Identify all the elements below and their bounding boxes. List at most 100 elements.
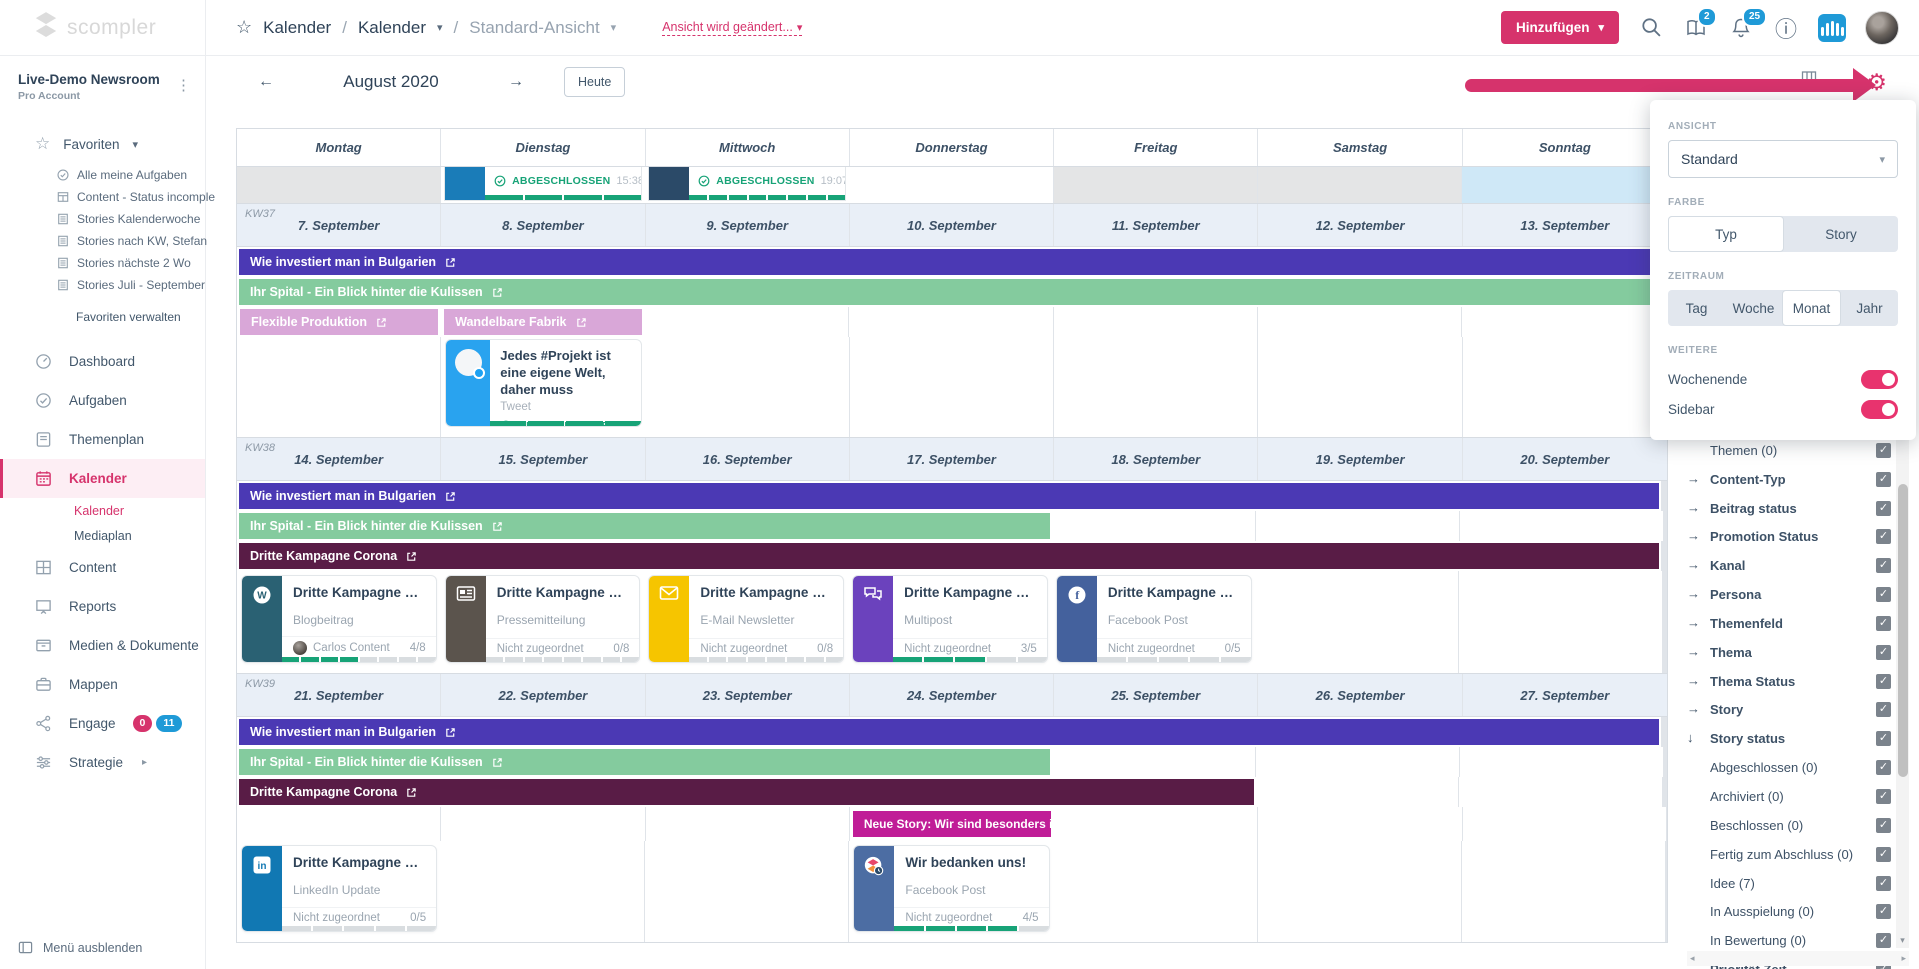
day-cell[interactable] <box>1661 481 1662 511</box>
sidebar-item-reports[interactable]: Reports <box>0 587 205 626</box>
day-cell[interactable] <box>1054 337 1259 437</box>
day-cell[interactable] <box>1665 777 1667 807</box>
filter-item[interactable]: Beschlossen (0) ✓ <box>1687 812 1891 841</box>
breadcrumb-module[interactable]: Kalender <box>263 17 332 37</box>
filter-item[interactable]: In Ausspielung (0) ✓ <box>1687 898 1891 927</box>
ansicht-select[interactable]: Standard ▾ <box>1668 140 1898 178</box>
day-cell[interactable] <box>1463 807 1667 841</box>
day-cell[interactable] <box>1463 337 1667 437</box>
day-cell[interactable] <box>1666 511 1667 541</box>
day-cell[interactable] <box>1258 307 1462 337</box>
wochenende-toggle[interactable] <box>1861 369 1898 389</box>
checkbox-checked[interactable]: ✓ <box>1876 702 1891 718</box>
day-cell[interactable] <box>1663 717 1664 747</box>
sidebar-subitem-mediaplan[interactable]: Mediaplan <box>74 528 132 543</box>
sidebar-item-content[interactable]: Content <box>0 548 205 587</box>
prev-month-button[interactable]: ← <box>258 73 274 90</box>
farbe-option-story[interactable]: Story <box>1825 226 1857 242</box>
day-cell[interactable] <box>1258 807 1463 841</box>
content-card-press[interactable]: Dritte Kampagne Corona Pressemitteilung … <box>444 575 641 663</box>
day-cell[interactable] <box>1460 511 1664 541</box>
scroll-right-arrow[interactable]: ▸ <box>1901 953 1906 963</box>
favorite-star-icon[interactable]: ☆ <box>236 17 253 37</box>
content-card-continuation[interactable]: ABGESCHLOSSEN 19:07 <box>648 167 847 201</box>
day-cell[interactable] <box>1665 841 1667 942</box>
checkbox-checked[interactable]: ✓ <box>1876 788 1891 804</box>
today-cell[interactable] <box>1461 167 1666 203</box>
day-cell[interactable] <box>1665 747 1666 777</box>
date-cell[interactable]: 25. September <box>1054 674 1259 716</box>
zeitraum-option-woche[interactable]: Woche <box>1732 300 1775 316</box>
logo[interactable]: scompler <box>0 0 206 55</box>
favorite-item[interactable]: Stories nächste 2 Wo <box>0 252 205 274</box>
date-cell[interactable]: KW39 21. September <box>237 674 442 716</box>
breadcrumb-view[interactable]: Kalender <box>357 17 426 37</box>
day-cell[interactable] <box>645 307 850 337</box>
day-cell[interactable] <box>1665 481 1666 511</box>
day-cell[interactable] <box>1256 777 1460 807</box>
date-cell[interactable]: 12. September <box>1258 204 1463 246</box>
day-cell[interactable] <box>1666 541 1667 571</box>
expand-arrow-icon[interactable]: → <box>1687 470 1700 486</box>
content-card-blog[interactable]: W Dritte Kampagne Corona Blogbeitrag Car… <box>241 575 437 663</box>
day-cell[interactable] <box>1666 481 1667 511</box>
zeitraum-option-jahr[interactable]: Jahr <box>1856 300 1883 316</box>
tweet-card[interactable]: Jedes #Projekt ist eine eigene Welt, dah… <box>445 339 642 427</box>
day-cell[interactable] <box>849 307 1054 337</box>
day-cell[interactable] <box>646 807 850 841</box>
filter-group[interactable]: → Beitrag status ✓ <box>1687 495 1891 524</box>
expand-arrow-icon[interactable]: → <box>1687 557 1700 573</box>
checkbox-checked[interactable]: ✓ <box>1876 760 1891 776</box>
day-cell[interactable] <box>1664 481 1665 511</box>
filter-item[interactable]: Archiviert (0) ✓ <box>1687 783 1891 812</box>
expand-arrow-icon[interactable]: → <box>1687 586 1700 602</box>
sidebar-item-themenplan[interactable]: Themenplan <box>0 420 205 459</box>
chevron-down-icon[interactable]: ▾ <box>437 22 443 34</box>
date-cell[interactable]: 20. September <box>1520 451 1610 467</box>
filter-item[interactable]: Themen (0) ✓ <box>1687 437 1891 466</box>
day-cell[interactable] <box>1256 511 1461 541</box>
checkbox-checked[interactable]: ✓ <box>1876 644 1891 660</box>
checkbox-checked[interactable]: ✓ <box>1876 442 1891 458</box>
day-cell[interactable] <box>849 167 1054 203</box>
checkbox-checked[interactable]: ✓ <box>1876 875 1891 891</box>
filter-group[interactable]: → Themenfeld ✓ <box>1687 610 1891 639</box>
day-cell[interactable] <box>237 167 442 203</box>
checkbox-checked[interactable]: ✓ <box>1876 529 1891 545</box>
day-cell[interactable] <box>1662 717 1663 747</box>
story-bar-bulgarien[interactable]: Wie investiert man in Bulgarien <box>239 719 1659 745</box>
date-cell[interactable]: 8. September <box>441 204 646 246</box>
favorite-item[interactable]: Stories Juli - September <box>0 274 205 296</box>
sidebar-item-mappen[interactable]: Mappen <box>0 665 205 704</box>
date-cell[interactable]: 16. September <box>646 438 850 480</box>
checkbox-checked[interactable]: ✓ <box>1876 587 1891 603</box>
day-cell[interactable] <box>1054 307 1258 337</box>
date-cell[interactable]: 19. September <box>1258 438 1463 480</box>
day-cell[interactable] <box>1662 777 1664 807</box>
content-card-continuation[interactable]: ABGESCHLOSSEN 15:38 <box>444 167 643 201</box>
day-cell[interactable] <box>1256 747 1461 777</box>
date-cell[interactable]: 26. September <box>1258 674 1463 716</box>
sidebar-item-dashboard[interactable]: Dashboard <box>0 342 205 381</box>
favorite-item[interactable]: Alle meine Aufgaben <box>0 164 205 186</box>
filter-group[interactable]: → Story ✓ <box>1687 696 1891 725</box>
today-button[interactable]: Heute <box>564 67 626 97</box>
day-cell[interactable] <box>1665 541 1666 571</box>
filter-group[interactable]: → Promotion Status ✓ <box>1687 523 1891 552</box>
day-cell[interactable] <box>1052 511 1257 541</box>
zeitraum-option-tag[interactable]: Tag <box>1685 300 1708 316</box>
filter-group[interactable]: → Persona ✓ <box>1687 581 1891 610</box>
vertical-scrollbar[interactable]: ▾ <box>1896 408 1909 948</box>
day-cell[interactable] <box>1663 777 1665 807</box>
checkbox-checked[interactable]: ✓ <box>1876 817 1891 833</box>
date-cell[interactable]: 10. September <box>850 204 1055 246</box>
checkbox-checked[interactable]: ✓ <box>1876 500 1891 516</box>
day-cell[interactable] <box>1666 717 1667 747</box>
day-cell[interactable] <box>1664 541 1665 571</box>
zeitraum-option-monat[interactable]: Monat <box>1782 290 1841 326</box>
day-cell[interactable] <box>1661 541 1662 571</box>
sidebar-subitem-kalender[interactable]: Kalender <box>74 503 125 518</box>
community-icon[interactable]: 2 <box>1683 6 1717 41</box>
date-cell[interactable]: 27. September <box>1520 687 1610 703</box>
day-cell[interactable] <box>646 337 850 437</box>
